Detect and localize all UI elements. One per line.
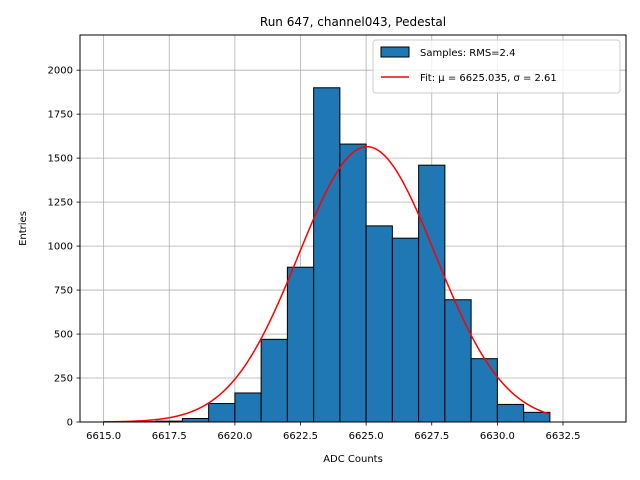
histogram-bar (234, 392, 262, 423)
y-tick-label: 1750 (48, 110, 73, 121)
histogram-bars (103, 87, 551, 423)
x-tick-label: 6625.0 (349, 431, 384, 442)
y-tick-label: 1500 (48, 154, 73, 165)
plot-frame (79, 34, 627, 423)
x-tick-label: 6627.5 (414, 431, 449, 442)
histogram-bar (339, 143, 367, 423)
legend-histogram-swatch (380, 46, 410, 58)
histogram-bar (208, 403, 236, 423)
x-tick-label: 6620.0 (217, 431, 252, 442)
histogram-bar (313, 87, 341, 423)
x-tick-label: 6632.5 (546, 431, 581, 442)
y-axis-label: Entries (18, 211, 29, 246)
histogram-bar (496, 403, 525, 423)
histogram-bar (418, 164, 446, 423)
y-tick-label: 1250 (48, 198, 73, 209)
y-tick-label: 500 (54, 330, 73, 341)
y-tick-label: 0 (67, 418, 73, 429)
x-axis-ticks: 6615.0 6617.5 6620.0 6622.5 6625.0 6627.5 6630… (86, 422, 581, 442)
histogram-bar (470, 358, 498, 423)
legend-histogram-label: Samples: RMS=2.4 (420, 48, 515, 59)
histogram-bar (523, 411, 551, 423)
histogram-bar (391, 237, 420, 423)
y-tick-label: 750 (54, 286, 73, 297)
histogram-bar (286, 266, 315, 423)
histogram-bar (365, 225, 393, 423)
x-axis-label: ADC Counts (323, 454, 383, 465)
y-tick-label: 1000 (48, 242, 73, 253)
fit-curve (103, 145, 551, 423)
x-tick-label: 6617.5 (152, 431, 187, 442)
legend: Samples: RMS=2.4 Fit: μ = 6625.035, σ = … (372, 39, 621, 94)
histogram-bar (260, 338, 288, 423)
chart-title: Run 647, channel043, Pedestal (260, 15, 446, 29)
histogram-bar (181, 417, 210, 423)
legend-fit-label: Fit: μ = 6625.035, σ = 2.61 (420, 73, 557, 84)
legend-box (372, 39, 621, 94)
y-tick-label: 250 (54, 374, 73, 385)
y-axis-ticks: 0 250 500 750 1000 1250 1500 1750 2000 (48, 66, 80, 429)
y-tick-label: 2000 (48, 66, 73, 77)
fit-curve-layer (103, 145, 551, 423)
histogram-bar (444, 299, 472, 423)
x-tick-label: 6630.0 (480, 431, 515, 442)
x-tick-label: 6622.5 (283, 431, 318, 442)
x-tick-label: 6615.0 (86, 431, 121, 442)
